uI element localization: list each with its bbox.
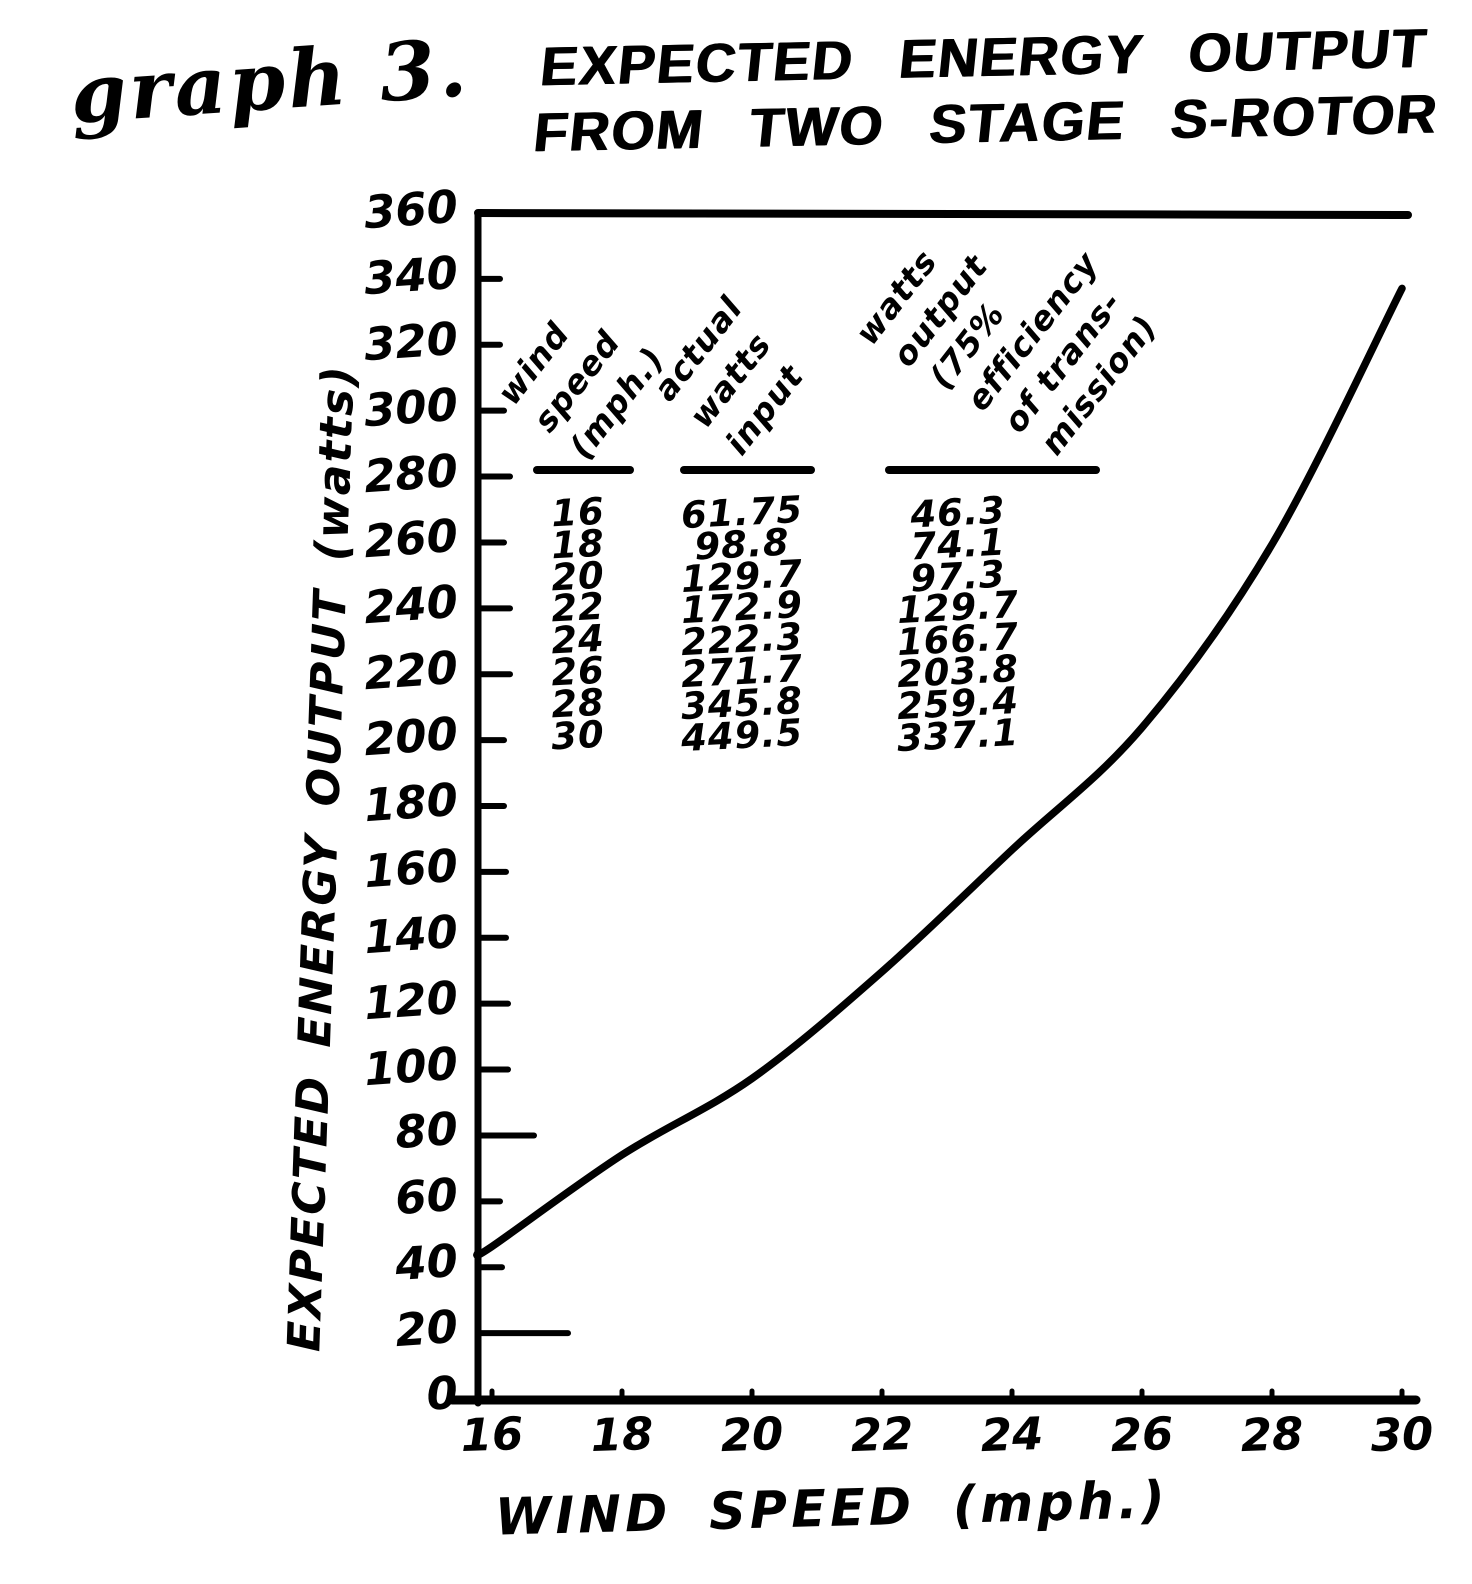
- header-underline: [680, 466, 815, 474]
- y-tick-label: 360: [362, 179, 460, 240]
- x-tick-label: 24: [979, 1406, 1045, 1463]
- header-underline: [885, 466, 1100, 474]
- x-tick-label: 20: [719, 1406, 785, 1463]
- header-underline: [533, 466, 634, 474]
- y-tick-label: 340: [362, 245, 460, 306]
- x-tick-label: 30: [1369, 1406, 1435, 1463]
- x-tick-label: 28: [1239, 1406, 1305, 1463]
- x-tick-label: 22: [849, 1406, 915, 1463]
- x-tick-label: 26: [1109, 1406, 1175, 1463]
- energy-output-curve: [473, 284, 1406, 1259]
- x-tick-label: 18: [589, 1406, 655, 1463]
- plot-top-border: [474, 209, 1412, 219]
- x-tick-label: 16: [459, 1406, 525, 1463]
